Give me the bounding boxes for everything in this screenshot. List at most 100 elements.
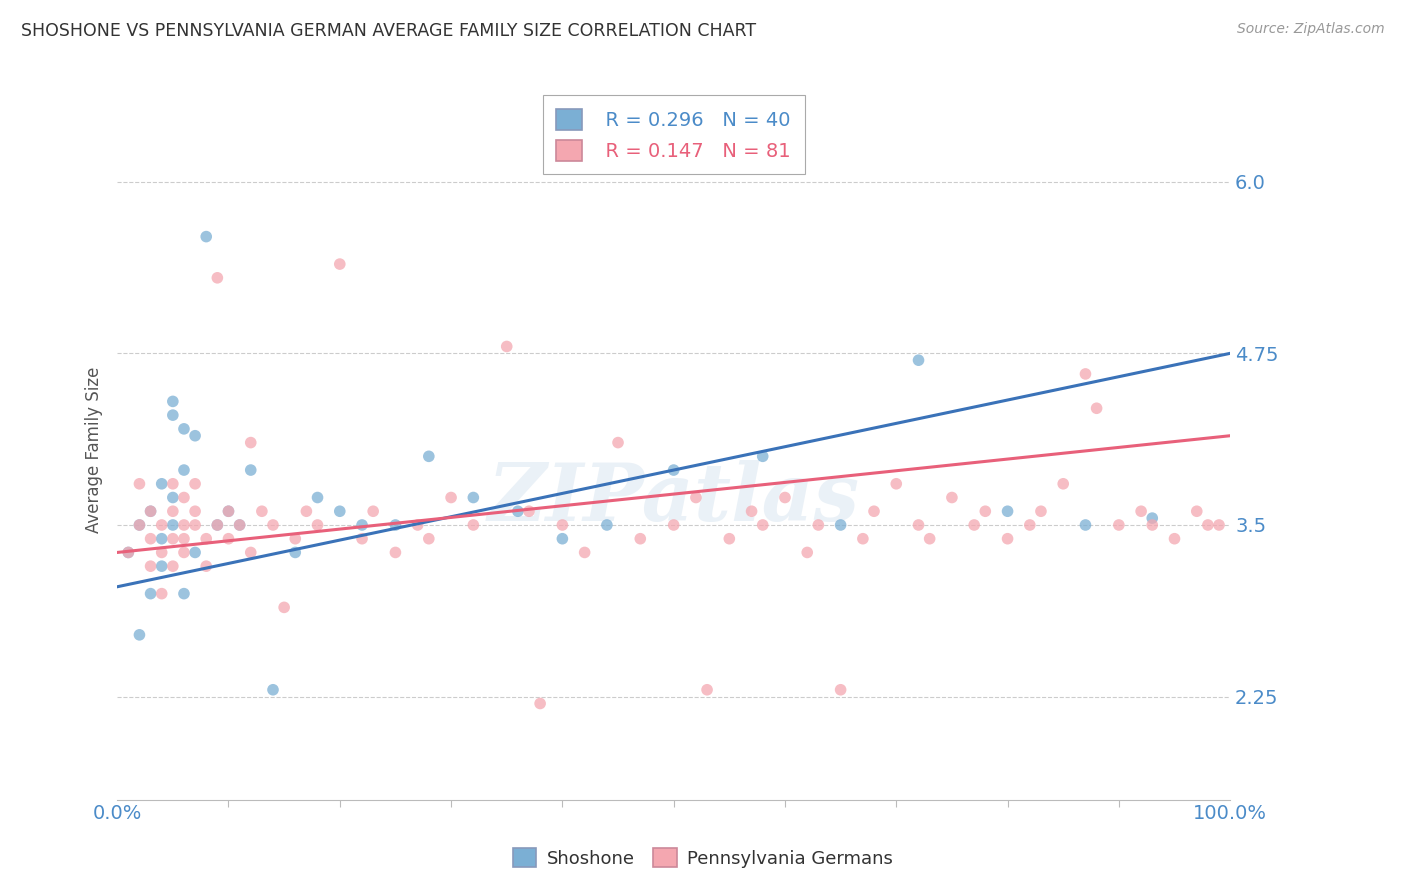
Point <box>207 270 229 285</box>
Point <box>150 545 173 559</box>
Point <box>162 559 184 574</box>
Point <box>295 504 318 518</box>
Point <box>440 491 463 505</box>
Point <box>1108 518 1130 533</box>
Point <box>628 532 651 546</box>
Point <box>329 257 352 271</box>
Point <box>173 422 195 436</box>
Point <box>1018 518 1040 533</box>
Point <box>162 408 184 422</box>
Point <box>350 518 373 533</box>
Point <box>162 532 184 546</box>
Point <box>884 476 907 491</box>
Point <box>207 518 229 533</box>
Legend: Shoshone, Pennsylvania Germans: Shoshone, Pennsylvania Germans <box>502 837 904 879</box>
Point <box>184 545 207 559</box>
Point <box>128 476 150 491</box>
Point <box>150 559 173 574</box>
Point <box>1197 518 1219 533</box>
Point <box>662 463 685 477</box>
Point <box>239 435 262 450</box>
Point <box>406 518 429 533</box>
Point <box>1185 504 1208 518</box>
Text: Source: ZipAtlas.com: Source: ZipAtlas.com <box>1237 22 1385 37</box>
Text: SHOSHONE VS PENNSYLVANIA GERMAN AVERAGE FAMILY SIZE CORRELATION CHART: SHOSHONE VS PENNSYLVANIA GERMAN AVERAGE … <box>21 22 756 40</box>
Point <box>218 504 240 518</box>
Point <box>284 532 307 546</box>
Point <box>184 476 207 491</box>
Point <box>1142 511 1164 525</box>
Point <box>807 518 830 533</box>
Point <box>195 532 218 546</box>
Point <box>239 545 262 559</box>
Point <box>830 518 852 533</box>
Point <box>418 450 440 464</box>
Point <box>918 532 941 546</box>
Text: ZIPatlas: ZIPatlas <box>488 459 859 537</box>
Point <box>696 682 718 697</box>
Point <box>162 476 184 491</box>
Point <box>117 545 139 559</box>
Point <box>751 518 773 533</box>
Point <box>852 532 875 546</box>
Point <box>463 518 485 533</box>
Point <box>195 229 218 244</box>
Point <box>741 504 763 518</box>
Point <box>195 559 218 574</box>
Point <box>162 491 184 505</box>
Point <box>184 504 207 518</box>
Point <box>1074 518 1097 533</box>
Point <box>1163 532 1185 546</box>
Point <box>551 532 574 546</box>
Point <box>284 545 307 559</box>
Point <box>997 504 1019 518</box>
Point <box>1142 518 1164 533</box>
Point <box>773 491 796 505</box>
Point <box>1085 401 1108 416</box>
Point <box>350 532 373 546</box>
Point <box>173 532 195 546</box>
Point <box>596 518 619 533</box>
Point <box>173 463 195 477</box>
Point <box>307 518 329 533</box>
Point <box>863 504 886 518</box>
Point <box>173 518 195 533</box>
Point <box>685 491 707 505</box>
Point <box>139 559 162 574</box>
Point <box>418 532 440 546</box>
Point <box>1130 504 1153 518</box>
Point <box>506 504 529 518</box>
Point <box>218 504 240 518</box>
Point <box>830 682 852 697</box>
Point <box>751 450 773 464</box>
Point <box>907 353 929 368</box>
Point <box>128 628 150 642</box>
Point <box>262 518 284 533</box>
Point <box>228 518 250 533</box>
Legend:   R = 0.296   N = 40,   R = 0.147   N = 81: R = 0.296 N = 40, R = 0.147 N = 81 <box>543 95 804 174</box>
Point <box>607 435 630 450</box>
Point <box>239 463 262 477</box>
Point <box>463 491 485 505</box>
Point <box>128 518 150 533</box>
Point <box>517 504 540 518</box>
Point <box>974 504 997 518</box>
Point <box>173 491 195 505</box>
Point <box>384 518 406 533</box>
Point <box>173 587 195 601</box>
Point <box>162 394 184 409</box>
Point <box>250 504 273 518</box>
Point <box>1074 367 1097 381</box>
Point <box>796 545 818 559</box>
Point <box>184 428 207 442</box>
Point <box>184 518 207 533</box>
Point <box>173 545 195 559</box>
Point <box>139 504 162 518</box>
Point <box>162 504 184 518</box>
Point <box>384 545 406 559</box>
Point <box>150 518 173 533</box>
Point <box>1208 518 1230 533</box>
Point <box>574 545 596 559</box>
Point <box>228 518 250 533</box>
Point <box>139 587 162 601</box>
